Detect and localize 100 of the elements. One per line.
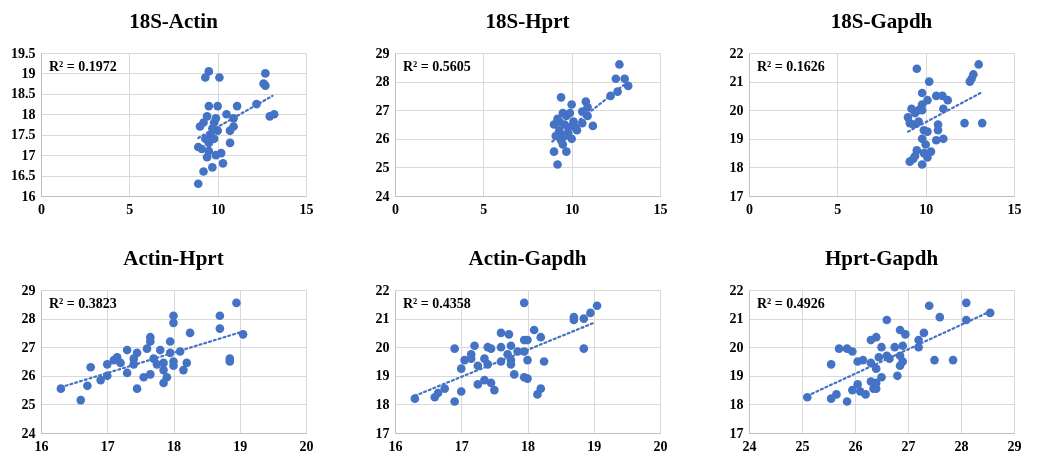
point	[977, 118, 987, 128]
point	[165, 337, 175, 346]
point	[159, 378, 168, 388]
point	[529, 325, 539, 335]
x-tick-label: 28	[954, 438, 969, 454]
point	[211, 150, 221, 160]
point	[450, 397, 459, 406]
point	[586, 308, 595, 318]
point	[866, 377, 876, 386]
x-tick-label: 15	[1007, 201, 1022, 217]
point	[116, 358, 125, 368]
y-tick-label: 18	[729, 159, 744, 175]
point	[874, 352, 884, 362]
annotation: R² = 0.4358	[403, 296, 471, 311]
x-tick-label: 0	[392, 201, 399, 217]
point	[215, 73, 224, 82]
point	[169, 311, 178, 321]
chart-title: 18S-Hprt	[485, 9, 570, 33]
y-tick-label: 17.5	[11, 127, 36, 143]
point	[960, 118, 969, 128]
point	[473, 380, 483, 389]
chart-title: 18S-Actin	[129, 9, 219, 33]
point	[877, 342, 886, 352]
y-tick-label: 29	[375, 45, 390, 61]
point	[866, 335, 876, 345]
x-tick-label: 27	[901, 438, 916, 454]
point	[523, 374, 532, 383]
y-tick-label: 17	[21, 147, 36, 163]
x-tick-label: 17	[454, 438, 469, 454]
point	[961, 298, 971, 308]
point	[558, 140, 568, 149]
point	[921, 140, 930, 149]
point	[579, 344, 589, 353]
point	[539, 357, 549, 366]
point	[229, 122, 238, 131]
y-tick-label: 18	[729, 396, 744, 412]
point	[200, 73, 210, 82]
x-tick-label: 20	[299, 438, 314, 454]
point	[430, 392, 440, 402]
point	[948, 355, 958, 365]
point	[611, 74, 621, 84]
y-tick-label: 26	[21, 368, 36, 384]
point	[877, 372, 886, 382]
point	[96, 375, 105, 385]
point	[182, 358, 192, 368]
point	[565, 108, 575, 118]
y-tick-label: 21	[729, 74, 744, 90]
annotation: R² = 0.3823	[49, 296, 117, 311]
point	[159, 365, 168, 375]
point	[504, 330, 514, 339]
point	[556, 93, 566, 102]
y-tick-label: 20	[729, 339, 744, 355]
x-tick-label: 19	[233, 438, 248, 454]
y-tick-label: 21	[375, 311, 390, 327]
y-tick-label: 19	[21, 65, 36, 81]
point	[199, 167, 208, 176]
point	[155, 345, 165, 355]
point	[509, 370, 519, 379]
annotation: R² = 0.1972	[49, 59, 117, 74]
x-tick-label: 24	[742, 438, 757, 454]
x-tick-label: 17	[100, 438, 115, 454]
point	[450, 344, 459, 353]
point	[895, 361, 905, 371]
point	[122, 345, 132, 355]
annotation: R² = 0.5605	[403, 59, 471, 74]
y-tick-label: 16	[21, 188, 36, 204]
y-tick-label: 22	[729, 45, 744, 61]
y-tick-label: 20	[375, 339, 390, 355]
point	[122, 368, 132, 378]
y-tick-label: 17	[729, 188, 744, 204]
x-tick-label: 0	[746, 201, 753, 217]
point	[456, 387, 466, 396]
point	[145, 370, 155, 379]
point	[202, 112, 212, 121]
point	[232, 298, 241, 308]
point	[935, 312, 945, 322]
point	[832, 390, 841, 399]
x-tick-label: 5	[834, 201, 842, 217]
point	[939, 134, 948, 144]
chart-title: Hprt-Gapdh	[824, 246, 939, 270]
x-tick-label: 16	[34, 438, 49, 454]
point	[912, 64, 922, 74]
point	[553, 160, 562, 169]
chart-title: 18S-Gapdh	[830, 9, 933, 33]
point	[506, 341, 516, 351]
point	[826, 394, 836, 403]
x-tick-label: 10	[211, 201, 226, 217]
chart-title: Actin-Gapdh	[468, 246, 587, 270]
point	[159, 358, 168, 368]
point	[853, 357, 862, 366]
y-tick-label: 16.5	[11, 168, 36, 184]
point	[536, 384, 546, 393]
y-tick-label: 22	[729, 282, 744, 298]
y-tick-label: 25	[21, 396, 36, 412]
point	[204, 138, 214, 148]
point	[919, 328, 929, 338]
point	[139, 372, 149, 382]
x-tick-label: 18	[167, 438, 181, 454]
point	[213, 101, 222, 111]
point	[893, 371, 902, 381]
